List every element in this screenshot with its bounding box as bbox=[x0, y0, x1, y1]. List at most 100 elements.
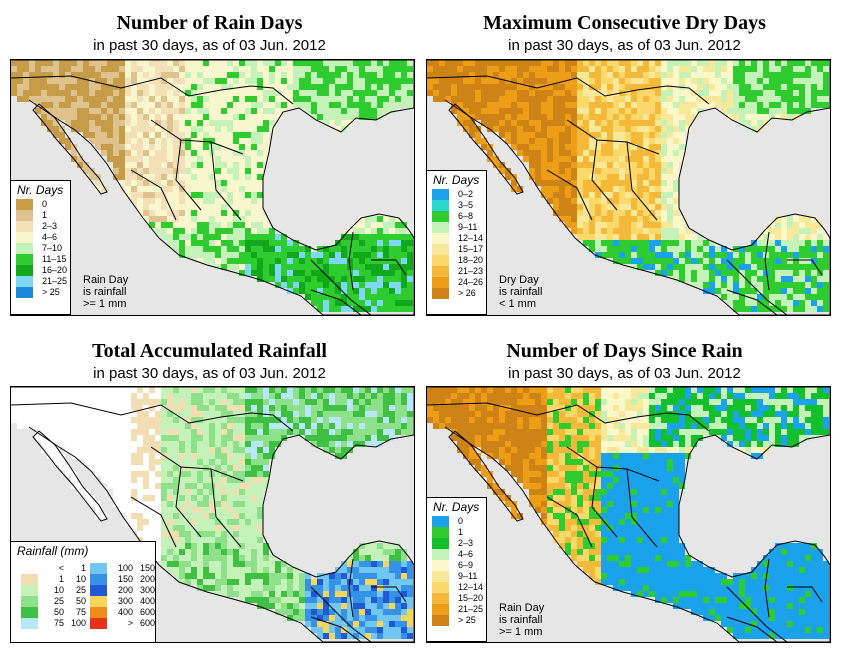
grid-cell bbox=[625, 138, 631, 144]
grid-cell bbox=[721, 294, 727, 300]
grid-cell bbox=[71, 102, 77, 108]
grid-cell bbox=[215, 477, 221, 483]
grid-cell bbox=[245, 108, 251, 114]
grid-cell bbox=[227, 393, 233, 399]
grid-cell bbox=[685, 399, 691, 405]
grid-cell bbox=[559, 174, 565, 180]
grid-cell bbox=[577, 210, 583, 216]
grid-cell bbox=[245, 399, 251, 405]
grid-cell bbox=[679, 72, 685, 78]
grid-cell bbox=[197, 435, 203, 441]
grid-cell bbox=[377, 423, 383, 429]
grid-cell bbox=[619, 102, 625, 108]
grid-cell bbox=[655, 393, 661, 399]
legend-range-low: 75 bbox=[53, 618, 64, 628]
grid-cell bbox=[805, 252, 811, 258]
grid-cell bbox=[389, 258, 395, 264]
grid-cell bbox=[781, 228, 787, 234]
grid-cell bbox=[631, 180, 637, 186]
grid-cell bbox=[221, 465, 227, 471]
grid-cell bbox=[173, 150, 179, 156]
grid-cell bbox=[637, 222, 643, 228]
grid-cell bbox=[227, 465, 233, 471]
grid-cell bbox=[793, 60, 799, 66]
grid-cell bbox=[377, 234, 383, 240]
grid-cell bbox=[245, 234, 251, 240]
grid-cell bbox=[661, 210, 667, 216]
grid-cell bbox=[661, 162, 667, 168]
grid-cell bbox=[161, 120, 167, 126]
grid-cell bbox=[661, 108, 667, 114]
grid-cell bbox=[155, 537, 161, 543]
grid-cell bbox=[77, 483, 83, 489]
grid-cell bbox=[793, 222, 799, 228]
grid-cell bbox=[799, 252, 805, 258]
grid-cell bbox=[347, 276, 353, 282]
grid-cell bbox=[583, 138, 589, 144]
grid-cell bbox=[107, 72, 113, 78]
grid-cell bbox=[155, 174, 161, 180]
legend-swatch bbox=[90, 574, 107, 585]
grid-cell bbox=[137, 60, 143, 66]
grid-cell bbox=[125, 435, 131, 441]
grid-cell bbox=[221, 429, 227, 435]
grid-cell bbox=[173, 60, 179, 66]
grid-cell bbox=[281, 411, 287, 417]
grid-cell bbox=[655, 186, 661, 192]
grid-cell bbox=[185, 174, 191, 180]
grid-cell bbox=[269, 66, 275, 72]
grid-cell bbox=[631, 204, 637, 210]
grid-cell bbox=[547, 393, 553, 399]
grid-cell bbox=[191, 192, 197, 198]
grid-cell bbox=[523, 60, 529, 66]
grid-cell bbox=[269, 96, 275, 102]
grid-cell bbox=[427, 399, 433, 405]
grid-cell bbox=[119, 156, 125, 162]
grid-cell bbox=[179, 441, 185, 447]
grid-cell bbox=[317, 441, 323, 447]
grid-cell bbox=[227, 399, 233, 405]
grid-cell bbox=[203, 240, 209, 246]
grid-cell bbox=[493, 102, 499, 108]
grid-cell bbox=[335, 270, 341, 276]
grid-cell bbox=[251, 150, 257, 156]
grid-cell bbox=[11, 66, 17, 72]
grid-cell bbox=[583, 198, 589, 204]
grid-cell bbox=[341, 435, 347, 441]
grid-cell bbox=[823, 66, 829, 72]
grid-cell bbox=[389, 228, 395, 234]
grid-cell bbox=[523, 90, 529, 96]
grid-cell bbox=[811, 246, 817, 252]
grid-cell bbox=[559, 66, 565, 72]
grid-cell bbox=[83, 447, 89, 453]
grid-cell bbox=[23, 393, 29, 399]
grid-cell bbox=[263, 150, 269, 156]
grid-cell bbox=[383, 60, 389, 66]
grid-cell bbox=[143, 90, 149, 96]
grid-cell bbox=[203, 210, 209, 216]
grid-cell bbox=[221, 252, 227, 258]
grid-cell bbox=[823, 60, 829, 66]
grid-cell bbox=[667, 102, 673, 108]
legend-range-high: 600 bbox=[139, 618, 155, 628]
grid-cell bbox=[35, 417, 41, 423]
grid-cell bbox=[787, 90, 793, 96]
grid-cell bbox=[757, 102, 763, 108]
grid-cell bbox=[101, 477, 107, 483]
grid-cell bbox=[571, 228, 577, 234]
grid-cell bbox=[203, 513, 209, 519]
grid-cell bbox=[233, 102, 239, 108]
grid-cell bbox=[239, 246, 245, 252]
grid-cell bbox=[335, 264, 341, 270]
grid-cell bbox=[553, 126, 559, 132]
grid-cell bbox=[625, 156, 631, 162]
grid-cell bbox=[245, 447, 251, 453]
grid-cell bbox=[649, 399, 655, 405]
panel-subtitle-rain-days: in past 30 days, as of 03 Jun. 2012 bbox=[93, 37, 326, 54]
grid-cell bbox=[317, 591, 323, 597]
grid-cell bbox=[227, 519, 233, 525]
grid-cell bbox=[823, 78, 829, 84]
grid-cell bbox=[233, 96, 239, 102]
grid-cell bbox=[595, 108, 601, 114]
grid-cell bbox=[281, 270, 287, 276]
